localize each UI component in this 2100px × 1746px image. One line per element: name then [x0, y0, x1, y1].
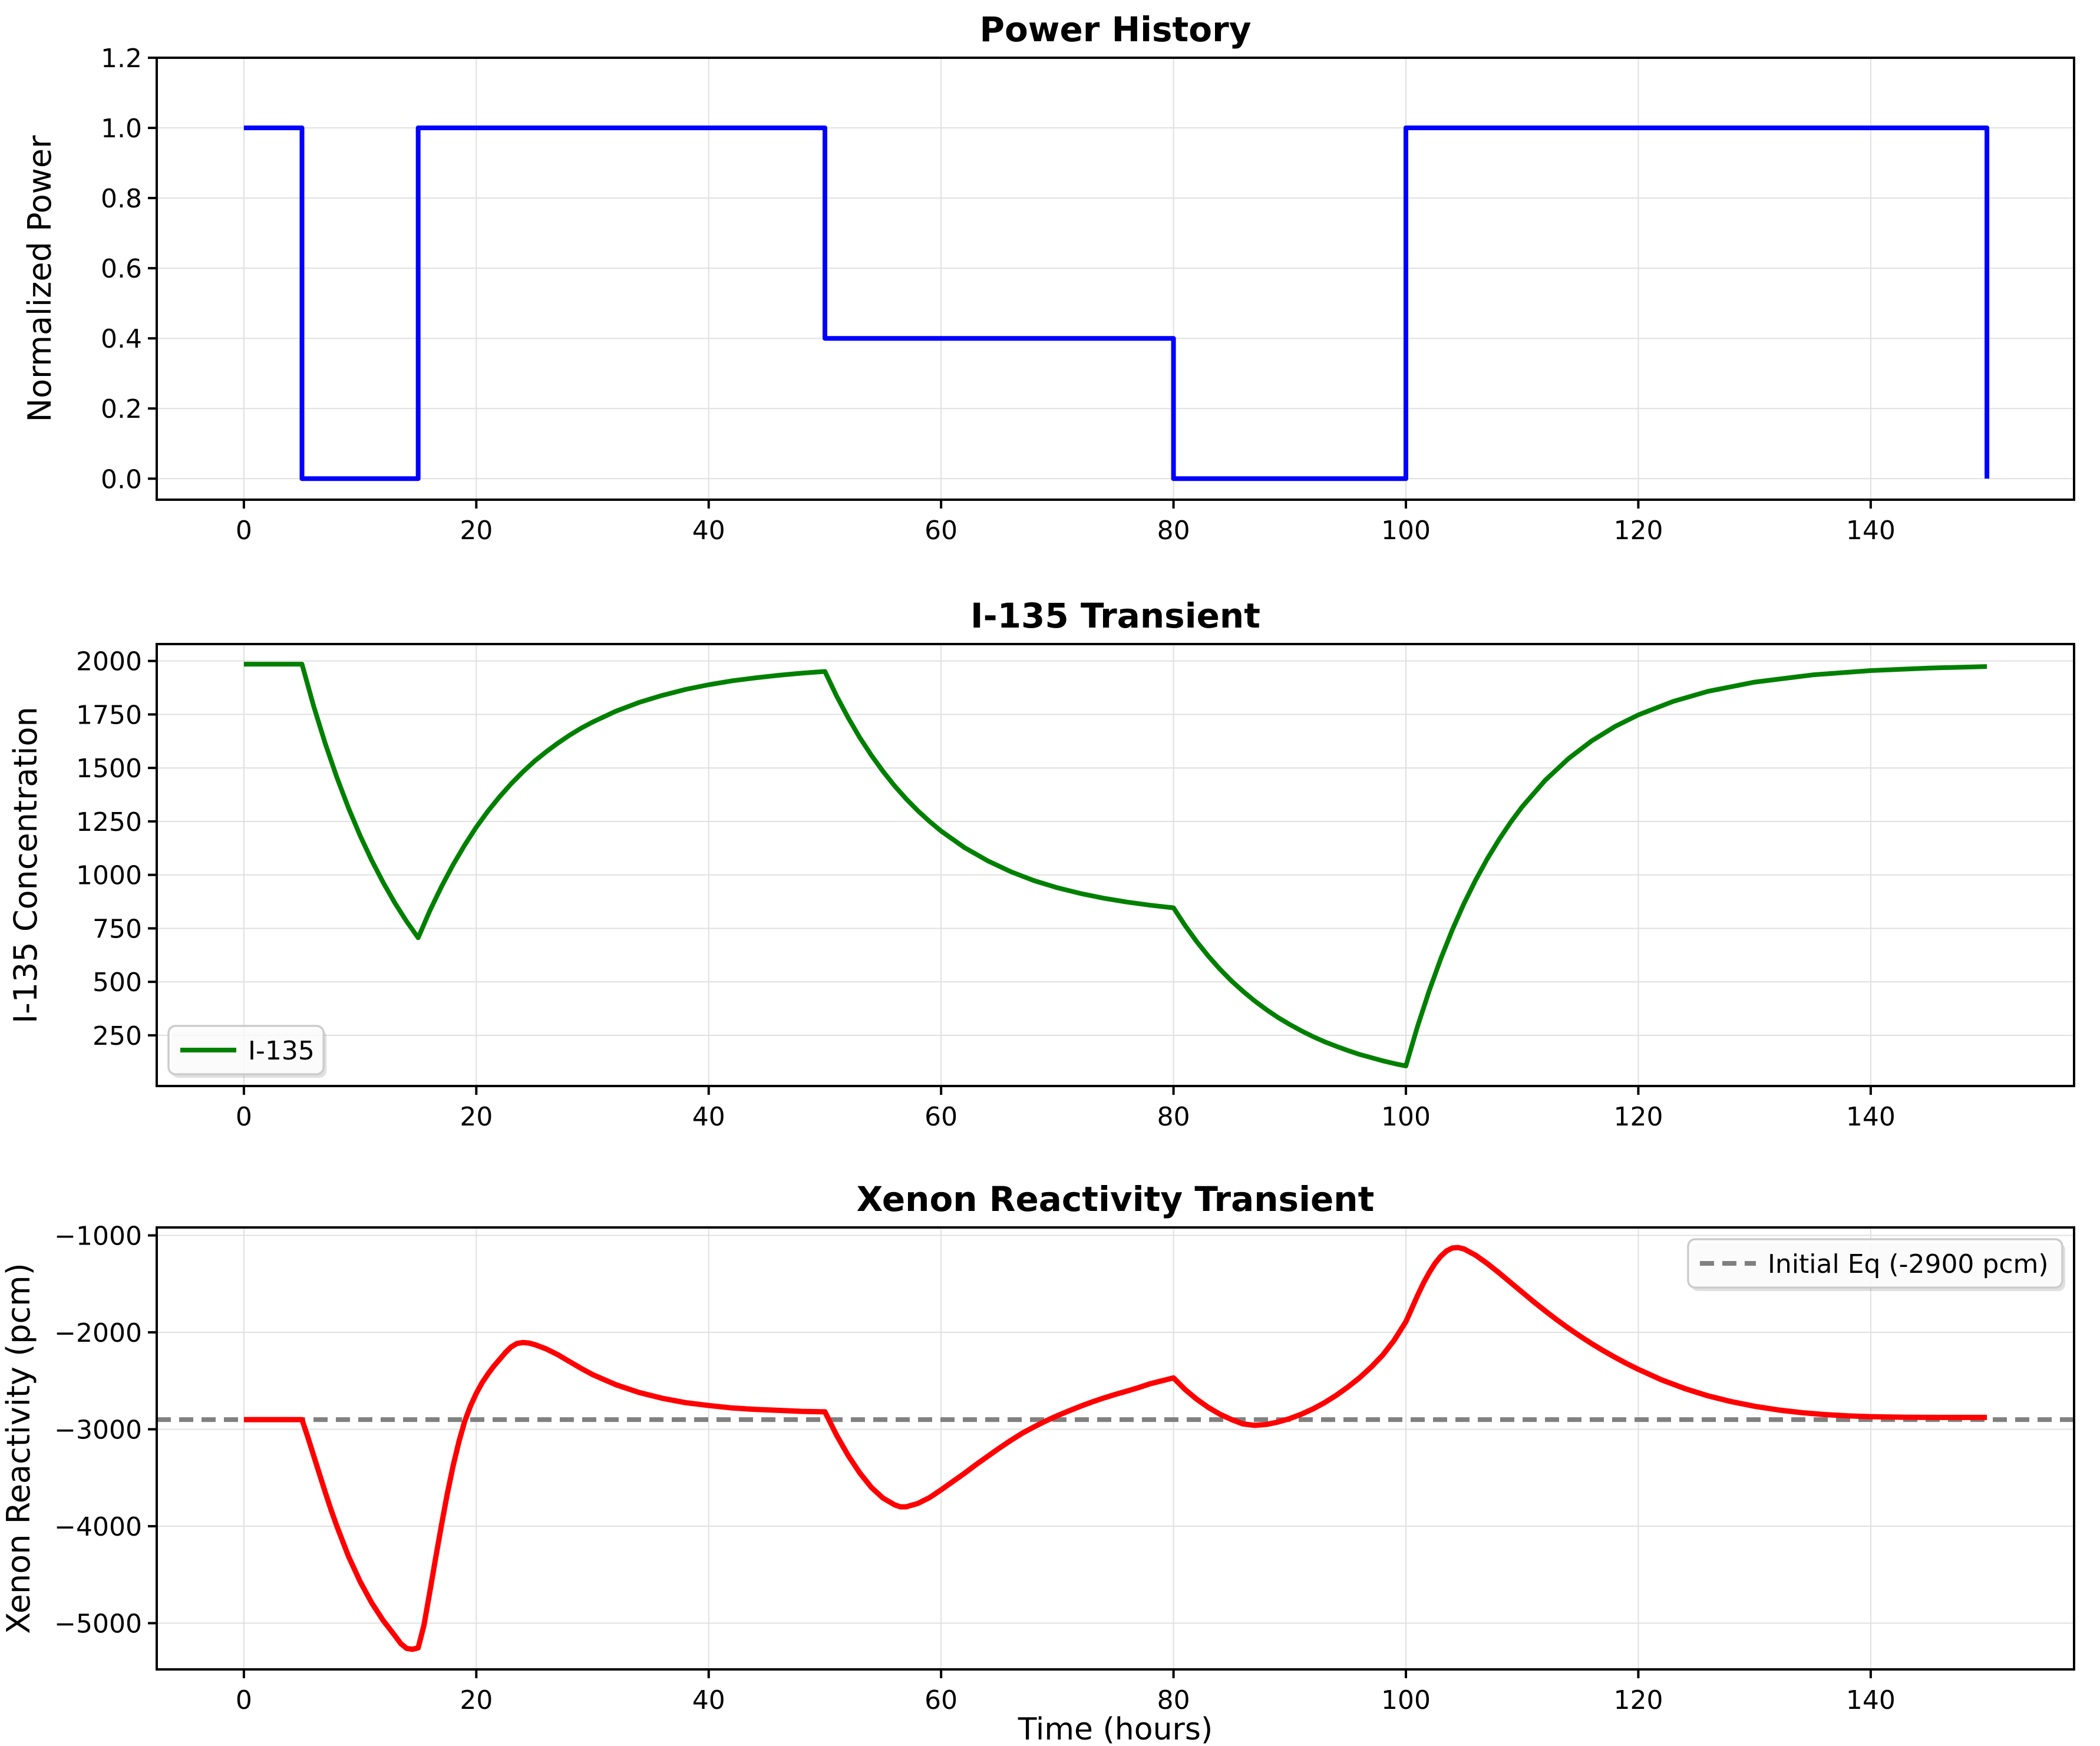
y-tick-label: 1.2 — [101, 44, 142, 74]
x-tick-label: 80 — [1157, 1102, 1190, 1132]
y-axis-label: Normalized Power — [21, 135, 58, 422]
grid — [157, 1227, 2074, 1669]
x-tick-label: 140 — [1846, 1102, 1896, 1132]
axes-spines — [156, 1226, 2075, 1671]
y-tick-label: 1750 — [76, 700, 142, 730]
y-tick-label: 1000 — [76, 861, 142, 891]
y-tick-label: −5000 — [54, 1609, 142, 1639]
legend-box — [1687, 1238, 2063, 1289]
x-tick-label: 20 — [460, 1102, 493, 1132]
x-axis-label: Time (hours) — [1018, 1712, 1213, 1746]
series-normalized-power — [243, 126, 1990, 481]
series-xenon-reactivity — [243, 1245, 1987, 1652]
y-tick-label: 0.6 — [101, 254, 142, 284]
x-tick-label: 0 — [236, 516, 252, 546]
x-tick-label: 120 — [1613, 516, 1663, 546]
y-tick-label: 0.8 — [101, 184, 142, 214]
x-tick-label: 60 — [924, 1102, 957, 1132]
y-axis-label: Xenon Reactivity (pcm) — [0, 1263, 37, 1634]
y-tick-label: −1000 — [54, 1221, 142, 1251]
y-tick-label: −3000 — [54, 1415, 142, 1445]
series-i135-concentration — [243, 662, 1987, 1068]
subplot-xenon-reactivity-transient: 0 20 40 60 80 100 120 140 −5000 −4000 −3000 −2000 −1… — [0, 1179, 2075, 1746]
legend-label: Initial Eq (-2900 pcm) — [1768, 1249, 2049, 1279]
y-tick-label: 1.0 — [101, 114, 142, 144]
grid — [157, 644, 2074, 1086]
x-tick-label: 40 — [692, 1102, 725, 1132]
x-tick-label: 140 — [1846, 1685, 1896, 1715]
x-tick-label: 120 — [1613, 1102, 1663, 1132]
y-tick-label: 500 — [93, 968, 142, 998]
x-tick-label: 60 — [924, 1685, 957, 1715]
x-tick-label: 40 — [692, 1685, 725, 1715]
y-tick-label: −2000 — [54, 1318, 142, 1348]
x-tick-label: 0 — [236, 1102, 252, 1132]
y-tick-label: −4000 — [54, 1512, 142, 1542]
legend-label: I-135 — [248, 1036, 315, 1066]
y-tick-label: 2000 — [76, 647, 142, 677]
x-tick-label: 20 — [460, 1685, 493, 1715]
grid — [157, 57, 2074, 500]
subplot-title: Xenon Reactivity Transient — [857, 1179, 1375, 1219]
subplot-i-135-transient: 0 20 40 60 80 100 120 140 250 500 750 1000 1250 1500 1… — [7, 596, 2075, 1132]
y-tick-label: 0.2 — [101, 394, 142, 424]
x-tick-label: 20 — [460, 516, 493, 546]
subplot-power-history: 0 20 40 60 80 100 120 140 0.0 0.2 0.4 0.6 0.8 1.0 1.2 P… — [21, 9, 2075, 546]
y-tick-label: 0.4 — [101, 324, 142, 354]
x-tick-label: 80 — [1157, 516, 1190, 546]
x-tick-label: 40 — [692, 516, 725, 546]
y-tick-label: 750 — [93, 914, 142, 944]
axes-spines — [156, 643, 2075, 1087]
x-tick-label: 100 — [1381, 1102, 1431, 1132]
y-tick-label: 0.0 — [101, 464, 142, 494]
y-axis-label: I-135 Concentration — [7, 707, 44, 1024]
x-tick-label: 120 — [1613, 1685, 1663, 1715]
x-tick-label: 0 — [236, 1685, 252, 1715]
y-tick-label: 1500 — [76, 754, 142, 784]
legend: Initial Eq (-2900 pcm) — [1687, 1238, 2065, 1291]
y-tick-label: 250 — [93, 1021, 142, 1051]
legend: I-135 — [167, 1025, 327, 1078]
x-tick-label: 140 — [1846, 516, 1896, 546]
y-tick-label: 1250 — [76, 807, 142, 837]
x-tick-label: 60 — [924, 516, 957, 546]
subplot-title: Power History — [980, 9, 1252, 49]
axes-spines — [156, 57, 2075, 501]
subplot-title: I-135 Transient — [970, 596, 1260, 636]
x-tick-label: 100 — [1381, 1685, 1431, 1715]
x-tick-label: 80 — [1157, 1685, 1190, 1715]
x-tick-label: 100 — [1381, 516, 1431, 546]
legend-box — [167, 1025, 325, 1075]
